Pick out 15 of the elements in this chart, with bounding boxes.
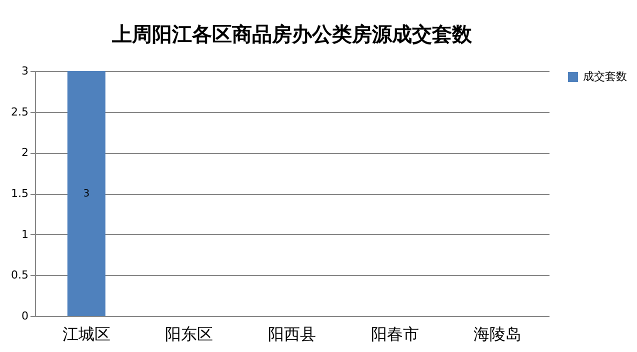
x-tick-label: 阳东区 [165, 324, 214, 344]
y-tick-label: 3 [22, 64, 28, 78]
x-tick-label: 江城区 [62, 324, 110, 344]
x-tick-label: 阳春市 [370, 324, 419, 344]
x-tick-label: 阳西县 [268, 324, 316, 344]
y-tick-label: 2 [22, 146, 28, 160]
y-tick-label: 2.5 [11, 105, 28, 118]
y-tick-label: 0.5 [11, 268, 28, 282]
x-tick-label: 海陵岛 [474, 324, 522, 344]
y-tick-label: 1.5 [11, 187, 28, 200]
y-tick-label: 0 [22, 310, 28, 322]
y-tick-label: 1 [22, 228, 28, 241]
legend-label: 成交套数 [583, 70, 627, 83]
chart-title: 上周阳江各区商品房办公类房源成交套数 [111, 22, 473, 46]
text: 3 [83, 188, 90, 200]
